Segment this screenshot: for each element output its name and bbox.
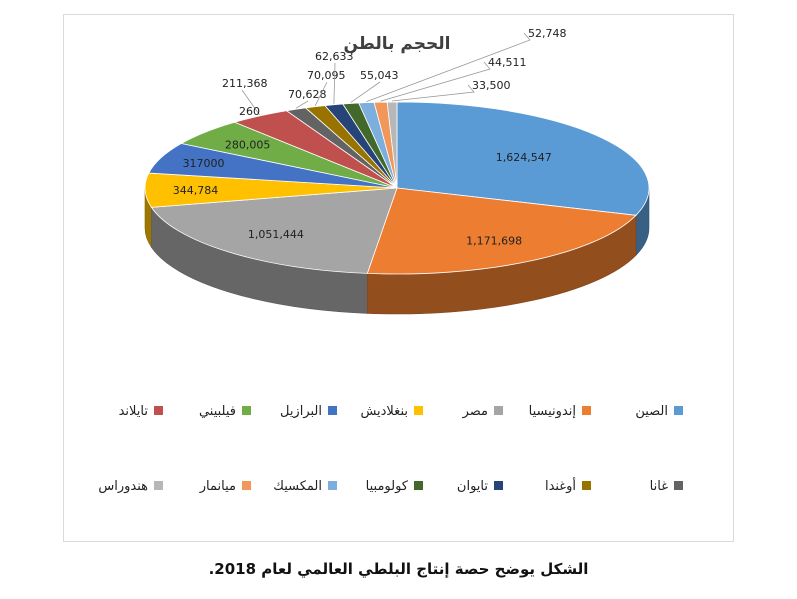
legend-label-5: فيلبيني	[199, 404, 236, 419]
figure-caption: الشكل يوضح حصة إنتاج البلطي العالمي لعام…	[208, 560, 589, 578]
chart-title: الحجم بالطن	[344, 34, 451, 54]
data-label-7: 70,628	[288, 88, 327, 101]
data-label-2: 1,051,444	[248, 228, 304, 241]
legend-swatch-4	[328, 406, 337, 415]
data-label-3: 344,784	[173, 184, 219, 197]
legend-swatch-5	[242, 406, 251, 415]
data-label-4: 317000	[183, 157, 225, 170]
legend-swatch-10	[414, 481, 423, 490]
data-label-10: 55,043	[360, 69, 399, 82]
data-labels: 1,624,547 1,171,698 1,051,444 344,784 317000…	[173, 27, 567, 247]
legend-swatch-9	[494, 481, 503, 490]
pie-top	[144, 101, 650, 275]
legend-swatch-0	[674, 406, 683, 415]
leader-line-11	[366, 32, 531, 103]
legend-label-1: إندونيسيا	[529, 404, 576, 419]
legend-label-9: تايوان	[457, 479, 488, 494]
legend-swatch-11	[328, 481, 337, 490]
leader-line-10	[350, 81, 381, 103]
slice-13	[386, 101, 398, 189]
legend-label-13: هندوراس	[98, 479, 148, 494]
legend-label-2: مصر	[462, 404, 488, 419]
legend-swatch-7	[674, 481, 683, 490]
data-label-9: 62,633	[315, 50, 354, 63]
leader-line-12	[380, 61, 491, 102]
leader-line-9	[333, 62, 336, 104]
legend-swatch-6	[154, 406, 163, 415]
leader-line-8	[314, 81, 328, 106]
legend-swatch-8	[582, 481, 591, 490]
legend-label-4: البرازيل	[280, 404, 322, 419]
data-label-13: 33,500	[472, 79, 511, 92]
data-label-1: 1,171,698	[466, 234, 522, 247]
legend-swatch-12	[242, 481, 251, 490]
extra-label-0: 260	[239, 105, 260, 118]
slice-2	[150, 187, 398, 274]
data-label-12: 44,511	[488, 56, 527, 69]
legend-label-0: الصين	[635, 404, 668, 419]
legend-label-6: تايلاند	[119, 404, 149, 419]
legend-label-10: كولومبيا	[366, 479, 409, 494]
chart-frame: 1,624,547 1,171,698 1,051,444 344,784 317000…	[63, 14, 734, 542]
leader-line-7	[295, 100, 309, 109]
data-label-6: 211,368	[222, 77, 268, 90]
slice-0	[396, 101, 650, 216]
data-label-5: 280,005	[225, 138, 270, 151]
legend-swatch-2	[494, 406, 503, 415]
legend-label-3: بنغلاديش	[360, 404, 408, 419]
legend-swatch-13	[154, 481, 163, 490]
legend-swatch-3	[414, 406, 423, 415]
slice-1	[366, 187, 637, 275]
data-label-11: 52,748	[528, 27, 567, 40]
legend-label-11: المكسيك	[273, 479, 322, 494]
leader-line-13	[392, 84, 475, 102]
legend-swatch-1	[582, 406, 591, 415]
leader-line-6	[241, 89, 260, 116]
legend-label-7: غانا	[650, 479, 669, 494]
data-label-0: 1,624,547	[496, 151, 552, 164]
data-label-8: 70,095	[307, 69, 346, 82]
legend-label-12: ميانمار	[199, 479, 236, 494]
pie-chart: 1,624,547 1,171,698 1,051,444 344,784 317000…	[98, 27, 683, 494]
legend-label-8: أوغندا	[545, 477, 576, 494]
legend: الصين إندونيسيا مصر بنغلاديش البرازيل فيلبيني…	[98, 404, 683, 494]
